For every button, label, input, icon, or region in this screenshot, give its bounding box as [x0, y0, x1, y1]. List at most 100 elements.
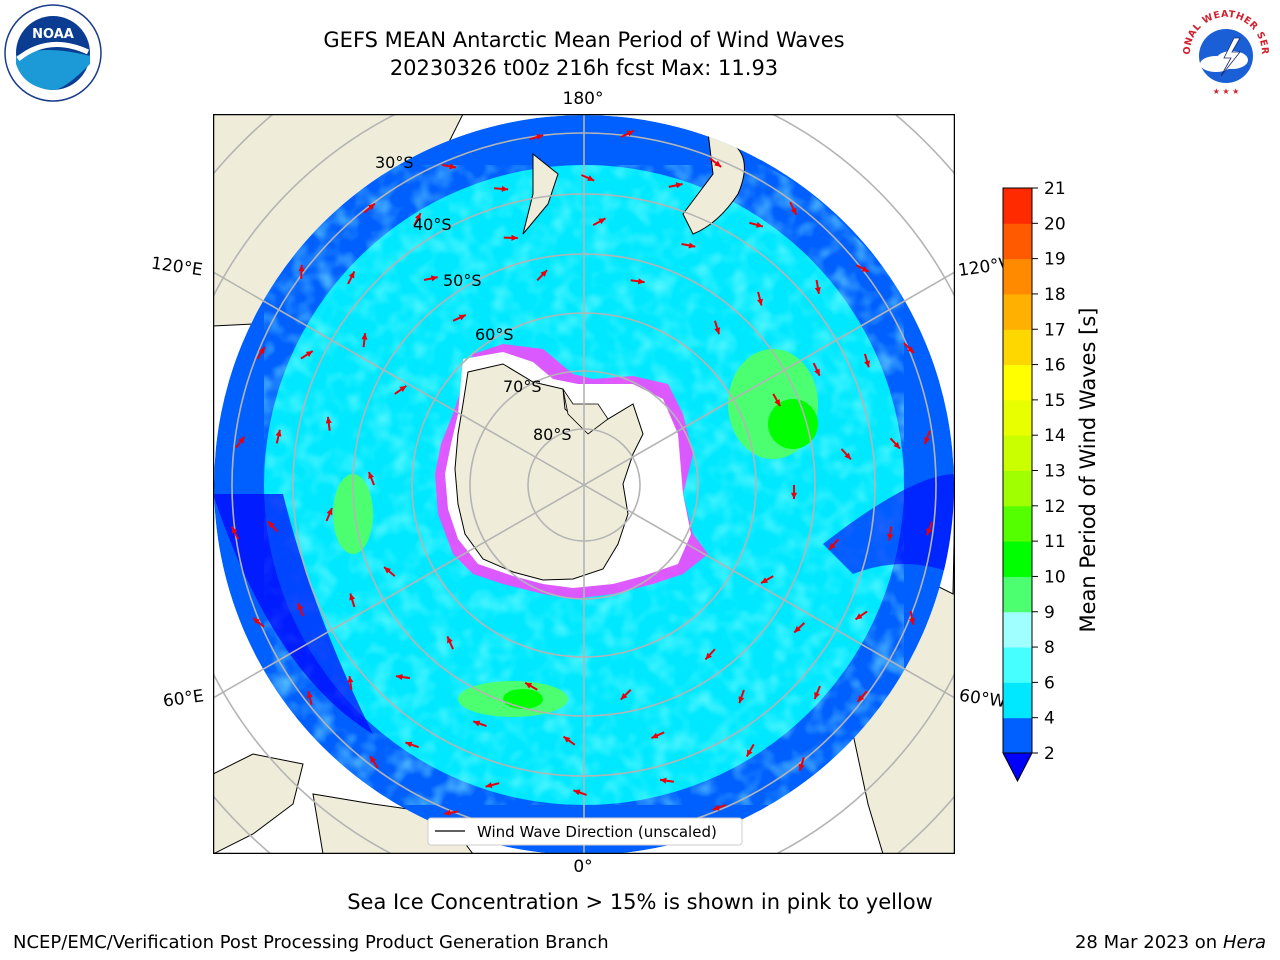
wind-arrow-head [347, 676, 354, 683]
wind-arrow-head [399, 385, 407, 392]
wind-arrow-head [924, 437, 931, 444]
wind-arrow-head [511, 234, 518, 241]
wind-arrow-head [447, 636, 453, 644]
colorbar-tick-label: 12 [1044, 497, 1066, 517]
colorbar-segment [1003, 576, 1032, 613]
wind-arrow-head [844, 452, 851, 460]
wind-arrow-head [370, 756, 377, 764]
map-legend: Wind Wave Direction (unscaled) [427, 817, 743, 846]
colorbar-segment [1003, 258, 1032, 295]
lon-label-0: 0° [573, 857, 593, 877]
wind-arrow-head [525, 682, 533, 689]
wind-arrow-head [794, 625, 801, 633]
colorbar-segment [1003, 611, 1032, 648]
wind-arrow-head [349, 593, 356, 601]
wind-arrow-head [714, 327, 721, 335]
chart-subtitle: 20230326 t00z 216h fcst Max: 11.93 [389, 56, 779, 80]
footer-credit: NCEP/EMC/Verification Post Processing Pr… [13, 932, 609, 953]
wind-arrow-head [746, 749, 753, 757]
wind-arrow-head [326, 508, 333, 516]
wind-arrow-head [814, 368, 820, 376]
lat-label-40s: 40°S [413, 215, 452, 234]
wind-arrow-head [705, 652, 712, 660]
wind-arrow-head [893, 441, 900, 449]
colorbar-extend [1002, 752, 1033, 783]
wind-arrow-head [368, 203, 375, 211]
colorbar-segment [1003, 223, 1032, 260]
colorbar-tick-label: 6 [1044, 673, 1055, 693]
polar-map: 30°S 40°S 50°S 60°S 70°S 80°S Wind Wave … [213, 114, 955, 854]
wind-arrow-head [485, 782, 493, 789]
colorbar-segment [1003, 188, 1032, 224]
wind-arrow-head [267, 521, 275, 529]
lon-label-120e: 120°E [149, 253, 204, 281]
colorbar: 2 4 6 8 9 10 11 12 13 14 15 16 17 18 19 20 21 [1002, 180, 1066, 783]
wind-arrow-head [909, 617, 916, 625]
wind-arrow-head [396, 673, 403, 681]
lat-label-80s: 80°S [533, 425, 572, 444]
wind-arrow-head [688, 242, 696, 249]
wind-arrow-head [814, 287, 821, 294]
lat-label-30s: 30°S [375, 153, 414, 172]
colorbar-segment [1003, 329, 1032, 366]
wind-arrow-head [790, 492, 798, 499]
wind-arrow-head [814, 692, 820, 699]
colorbar-tick-label: 18 [1044, 285, 1066, 305]
wind-arrow-head [651, 732, 659, 739]
map-border [213, 114, 955, 854]
noaa-logo-text: NOAA [32, 27, 74, 42]
footer-date: 28 Mar 2023 on Hera [1075, 932, 1266, 953]
wind-arrow-head [306, 691, 313, 699]
lon-label-180: 180° [562, 89, 604, 109]
africa-land [213, 753, 304, 854]
wind-arrow-head [714, 160, 722, 167]
wind-arrow-head [926, 528, 933, 536]
colorbar-segment [1003, 541, 1032, 577]
colorbar-segment [1003, 293, 1032, 330]
colorbar-segment [1003, 470, 1032, 507]
wind-arrow-head [637, 278, 645, 285]
wind-arrow-head [305, 350, 313, 357]
colorbar-segment [1003, 435, 1032, 471]
wind-arrow-head [756, 221, 763, 228]
wind-arrow-head [620, 692, 628, 700]
wind-arrow-head [258, 347, 265, 354]
wind-arrow-head [790, 207, 797, 215]
wind-arrow-head [298, 264, 305, 272]
wind-arrow-head [384, 567, 391, 574]
wind-arrow-head [774, 399, 781, 407]
wind-arrow-head [325, 416, 332, 424]
wind-arrow-head [712, 804, 720, 811]
wind-arrow-head [368, 471, 375, 479]
wind-arrow-head [563, 736, 571, 743]
wind-arrow-head [626, 130, 634, 137]
colorbar-tick-label: 13 [1044, 462, 1066, 482]
sea-ice-note: Sea Ice Concentration > 15% is shown in … [347, 890, 933, 914]
wind-arrow-head [659, 777, 667, 784]
new-zealand-land [522, 152, 559, 235]
wind-arrow-head [757, 298, 763, 306]
wind-arrow-head [761, 577, 769, 584]
wind-arrow-head [361, 333, 368, 340]
legend-label: Wind Wave Direction (unscaled) [477, 823, 717, 841]
colorbar-tick-label: 17 [1044, 320, 1066, 340]
wind-arrow-head [415, 213, 421, 221]
graticule [213, 114, 955, 854]
wind-arrow-head [238, 436, 245, 444]
noaa-logo: NOAA [4, 4, 102, 102]
colorbar-tick-label: 16 [1044, 356, 1066, 376]
wind-arrow-head [861, 266, 869, 272]
wind-arrow-head [444, 809, 451, 816]
wind-arrow-head [405, 741, 413, 748]
colorbar-tick-label: 9 [1044, 603, 1055, 623]
colorbar-segment [1003, 364, 1032, 401]
chart-title: GEFS MEAN Antarctic Mean Period of Wind … [323, 28, 845, 52]
national-weather-service-logo: NATIONAL WEATHER SERVICE ★ ★ ★ [1172, 0, 1276, 100]
wind-arrow-head [738, 696, 745, 704]
colorbar-tick-label: 4 [1044, 709, 1055, 729]
wind-arrow-head [864, 360, 870, 368]
wind-arrow-head [501, 185, 509, 192]
wind-arrow-head [231, 526, 238, 534]
wind-arrow-head [675, 182, 683, 189]
colorbar-tick-label: 8 [1044, 638, 1055, 658]
